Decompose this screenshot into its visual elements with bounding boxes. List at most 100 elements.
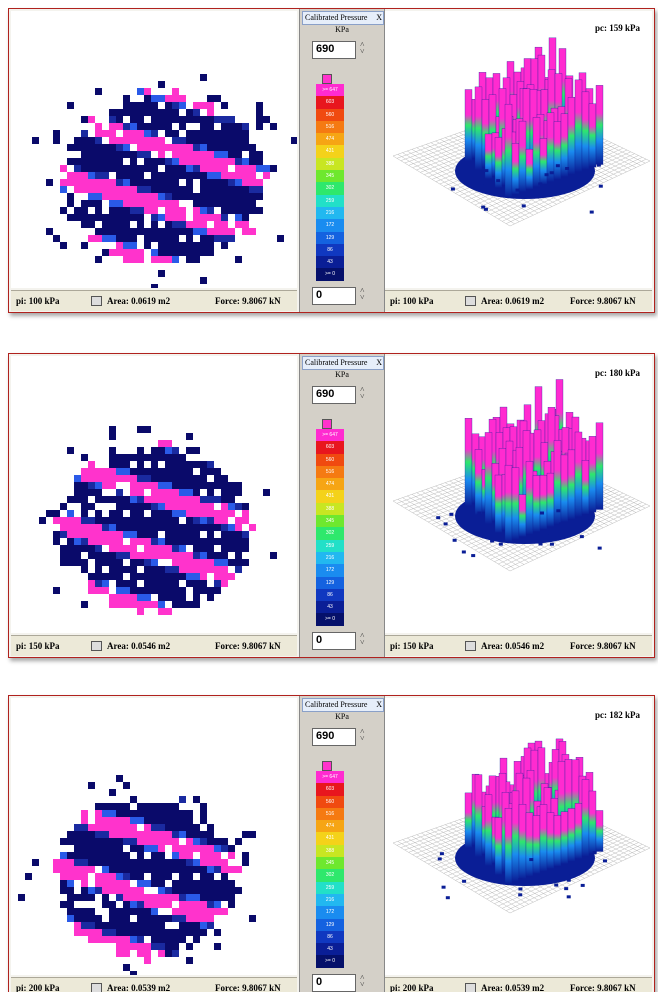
toggle-icon[interactable] xyxy=(91,641,102,651)
map-cell xyxy=(186,503,193,510)
map-cell xyxy=(137,249,144,256)
map-cell xyxy=(81,545,88,552)
map-cell xyxy=(228,496,235,503)
map-cell xyxy=(249,915,256,922)
map-cell xyxy=(74,158,81,165)
min-input[interactable]: 0 xyxy=(312,632,356,650)
map-cell xyxy=(88,894,95,901)
map-cell xyxy=(165,256,172,263)
map-cell xyxy=(144,496,151,503)
min-input[interactable]: 0 xyxy=(312,287,356,305)
toggle-icon[interactable] xyxy=(91,983,102,992)
map-cell xyxy=(67,838,74,845)
map-cell xyxy=(235,256,242,263)
surface-speck xyxy=(559,522,563,525)
map-cell xyxy=(214,929,221,936)
map-cell xyxy=(179,566,186,573)
map-cell xyxy=(116,475,123,482)
map-cell xyxy=(123,566,130,573)
close-button[interactable]: X xyxy=(376,358,382,367)
map-cell xyxy=(102,249,109,256)
map-cell xyxy=(144,831,151,838)
map-cell xyxy=(81,524,88,531)
min-spinner[interactable]: ˄˅ xyxy=(360,632,365,646)
map-cell xyxy=(116,531,123,538)
map-cell xyxy=(200,461,207,468)
map-cell xyxy=(130,524,137,531)
min-spinner[interactable]: ˄˅ xyxy=(360,974,365,988)
min-spinner[interactable]: ˄˅ xyxy=(360,287,365,301)
map-cell xyxy=(123,915,130,922)
close-button[interactable]: X xyxy=(376,700,382,709)
map-cell xyxy=(109,116,116,123)
map-cell xyxy=(81,116,88,123)
map-cell xyxy=(81,130,88,137)
map-cell xyxy=(221,172,228,179)
map-cell xyxy=(179,482,186,489)
map-cell xyxy=(32,137,39,144)
map-cell xyxy=(158,601,165,608)
map-cell xyxy=(102,803,109,810)
map-cell xyxy=(137,936,144,943)
map-cell xyxy=(144,601,151,608)
max-input[interactable]: 690 xyxy=(312,386,356,404)
map-cell xyxy=(130,130,137,137)
map-cell xyxy=(193,200,200,207)
toggle-icon[interactable] xyxy=(465,296,476,306)
map-cell xyxy=(242,859,249,866)
toggle-icon[interactable] xyxy=(91,296,102,306)
max-input[interactable]: 690 xyxy=(312,728,356,746)
map-cell xyxy=(88,538,95,545)
map-cell xyxy=(53,587,60,594)
map-cell xyxy=(130,901,137,908)
map-cell xyxy=(179,545,186,552)
map-cell xyxy=(172,545,179,552)
map-cell xyxy=(221,235,228,242)
max-spinner[interactable]: ˄˅ xyxy=(360,41,365,55)
max-spinner[interactable]: ˄˅ xyxy=(360,728,365,742)
map-cell xyxy=(172,587,179,594)
map-cell xyxy=(200,887,207,894)
map-cell xyxy=(221,165,228,172)
max-spinner[interactable]: ˄˅ xyxy=(360,386,365,400)
map-cell xyxy=(144,207,151,214)
map-cell xyxy=(172,580,179,587)
scale-cell: 43 xyxy=(316,601,344,613)
scale-cell: 172 xyxy=(316,219,344,231)
map-cell xyxy=(207,482,214,489)
toggle-icon[interactable] xyxy=(465,641,476,651)
map-cell xyxy=(186,496,193,503)
map-cell xyxy=(102,817,109,824)
map-cell xyxy=(200,468,207,475)
map-cell xyxy=(200,929,207,936)
map-cell xyxy=(179,866,186,873)
map-cell xyxy=(109,109,116,116)
map-cell xyxy=(172,817,179,824)
map-cell xyxy=(193,172,200,179)
map-cell xyxy=(172,158,179,165)
map-cell xyxy=(116,249,123,256)
map-cell xyxy=(186,235,193,242)
map-cell xyxy=(242,158,249,165)
map-cell xyxy=(228,538,235,545)
map-cell xyxy=(116,936,123,943)
map-cell xyxy=(172,915,179,922)
map-cell xyxy=(158,817,165,824)
surface-spike xyxy=(575,803,582,859)
min-input[interactable]: 0 xyxy=(312,974,356,992)
map-cell xyxy=(207,214,214,221)
map-cell xyxy=(74,137,81,144)
map-cell xyxy=(214,838,221,845)
map-cell xyxy=(151,496,158,503)
map-cell xyxy=(165,242,172,249)
map-cell xyxy=(186,552,193,559)
max-input[interactable]: 690 xyxy=(312,41,356,59)
map-cell xyxy=(116,845,123,852)
map-cell xyxy=(137,482,144,489)
map-cell xyxy=(235,221,242,228)
toggle-icon[interactable] xyxy=(465,983,476,992)
map-cell xyxy=(207,242,214,249)
map-cell xyxy=(179,137,186,144)
close-button[interactable]: X xyxy=(376,13,382,22)
map-cell xyxy=(193,538,200,545)
